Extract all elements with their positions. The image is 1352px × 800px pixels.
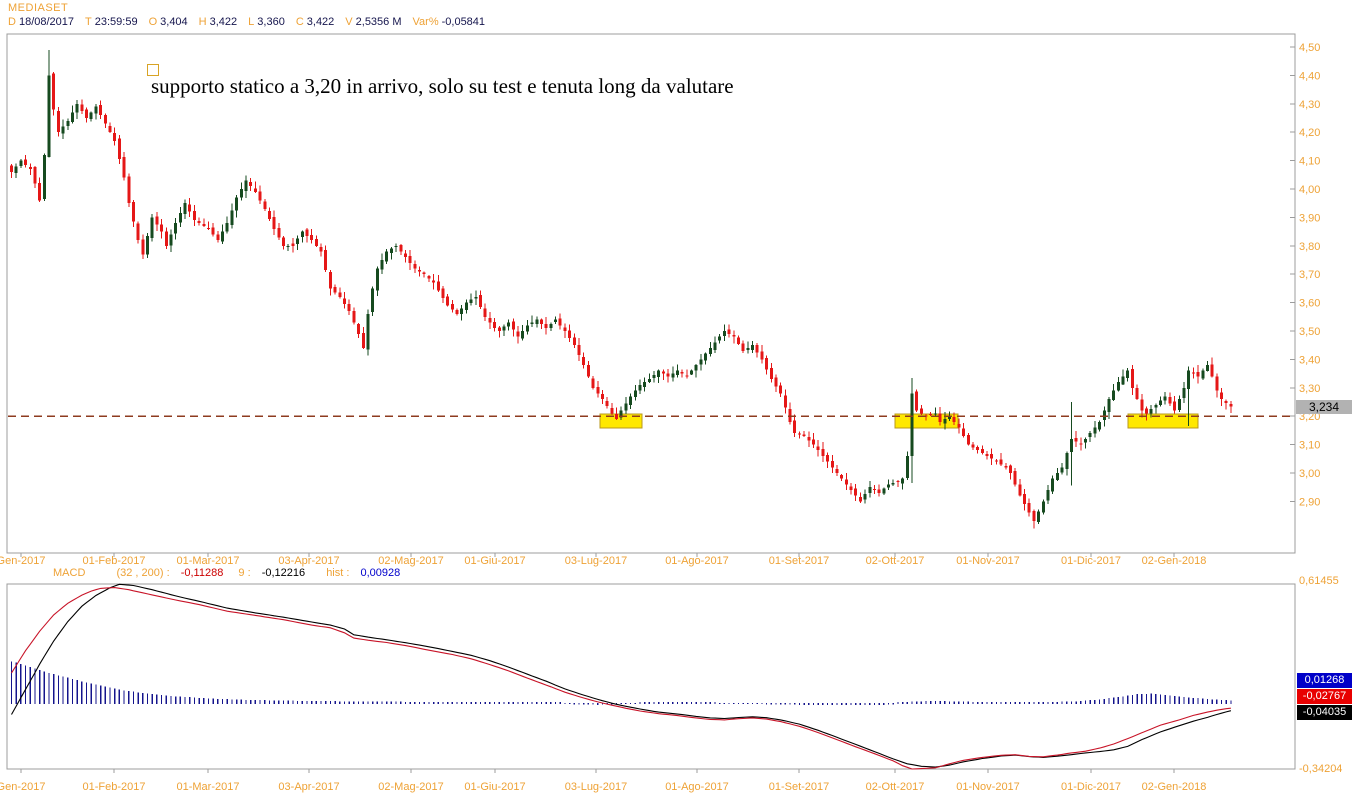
quote-field-label: V xyxy=(345,16,353,28)
macd-params: (32 , 200) : xyxy=(116,567,170,579)
macd-signal-period: 9 : xyxy=(238,567,251,579)
macd-scale-top-label: 0,61455 xyxy=(1299,575,1339,587)
svg-text:01-Nov-2017: 01-Nov-2017 xyxy=(956,781,1020,793)
svg-text:4,20: 4,20 xyxy=(1299,127,1320,139)
panel-frames xyxy=(6,33,1296,770)
svg-text:3,60: 3,60 xyxy=(1299,298,1320,310)
macd-scale-bottom-label: -0,34204 xyxy=(1299,763,1343,775)
svg-text:02-Ott-2017: 02-Ott-2017 xyxy=(866,555,925,567)
candles-layer[interactable] xyxy=(10,49,1233,529)
svg-text:01-Mar-2017: 01-Mar-2017 xyxy=(177,555,240,567)
svg-text:01-Giu-2017: 01-Giu-2017 xyxy=(464,555,525,567)
svg-text:3,00: 3,00 xyxy=(1299,468,1320,480)
svg-text:01-Mar-2017: 01-Mar-2017 xyxy=(177,781,240,793)
svg-text:01-Feb-2017: 01-Feb-2017 xyxy=(83,781,146,793)
macd-value-tags: 0,01268 -0,02767 -0,04035 xyxy=(1297,673,1352,721)
quote-field-value: 3,422 xyxy=(209,16,238,28)
svg-text:3,10: 3,10 xyxy=(1299,440,1320,452)
svg-text:03-Lug-2017: 03-Lug-2017 xyxy=(565,781,627,793)
macd-signal-value: -0,12216 xyxy=(261,567,306,579)
svg-text:02-Gen-2018: 02-Gen-2018 xyxy=(1142,555,1207,567)
svg-text:03-Apr-2017: 03-Apr-2017 xyxy=(278,555,339,567)
svg-text:01-Ago-2017: 01-Ago-2017 xyxy=(665,555,729,567)
svg-text:01-Set-2017: 01-Set-2017 xyxy=(769,555,830,567)
svg-text:3,50: 3,50 xyxy=(1299,326,1320,338)
macd-signal-tag: -0,04035 xyxy=(1297,705,1352,720)
svg-text:01-Set-2017: 01-Set-2017 xyxy=(769,781,830,793)
quote-field-value: 3,422 xyxy=(306,16,335,28)
svg-text:01-Feb-2017: 01-Feb-2017 xyxy=(83,555,146,567)
quote-field-label: L xyxy=(248,16,255,28)
x-axis-labels: Gen-2017 Gen-2017 01-Feb-2017 01-Feb-2017 01… xyxy=(0,553,1206,793)
quote-field-value: 3,404 xyxy=(160,16,188,28)
quote-field-label: H xyxy=(198,16,207,28)
svg-text:4,00: 4,00 xyxy=(1299,184,1320,196)
svg-text:4,40: 4,40 xyxy=(1299,70,1320,82)
svg-text:01-Dic-2017: 01-Dic-2017 xyxy=(1061,555,1121,567)
svg-text:03-Apr-2017: 03-Apr-2017 xyxy=(278,781,339,793)
quote-field-label: C xyxy=(295,16,304,28)
macd-hist-label: hist : xyxy=(326,567,350,579)
svg-text:Gen-2017: Gen-2017 xyxy=(0,781,45,793)
quote-field-value: 3,360 xyxy=(257,16,285,28)
svg-text:2,90: 2,90 xyxy=(1299,496,1320,508)
annotation-text[interactable]: supporto statico a 3,20 in arrivo, solo … xyxy=(151,74,734,98)
svg-text:02-Ott-2017: 02-Ott-2017 xyxy=(866,781,925,793)
macd-histogram xyxy=(10,661,1232,706)
macd-hist-tag: 0,01268 xyxy=(1297,673,1352,688)
macd-value: -0,11288 xyxy=(180,567,224,579)
svg-text:4,30: 4,30 xyxy=(1299,99,1320,111)
symbol-title: MEDIASET xyxy=(8,2,69,14)
svg-text:01-Giu-2017: 01-Giu-2017 xyxy=(464,781,525,793)
annotation-anchor-icon[interactable] xyxy=(147,64,159,76)
svg-text:02-Mag-2017: 02-Mag-2017 xyxy=(378,555,443,567)
svg-text:3,80: 3,80 xyxy=(1299,241,1320,253)
svg-text:02-Gen-2018: 02-Gen-2018 xyxy=(1142,781,1207,793)
svg-text:01-Nov-2017: 01-Nov-2017 xyxy=(956,555,1020,567)
quote-field-value: 18/08/2017 xyxy=(18,16,75,28)
quote-field-label: O xyxy=(148,16,158,28)
macd-macd-tag: -0,02767 xyxy=(1297,689,1352,704)
quote-field-label: T xyxy=(85,16,92,28)
quote-line: D 18/08/2017 T 23:59:59 O 3,404 H 3,422 L 3,360 C 3… xyxy=(8,16,496,28)
svg-text:4,10: 4,10 xyxy=(1299,156,1320,168)
svg-text:3,70: 3,70 xyxy=(1299,269,1320,281)
quote-field-value: 2,5356 M xyxy=(355,16,402,28)
svg-text:01-Dic-2017: 01-Dic-2017 xyxy=(1061,781,1121,793)
quote-field-label: Var% xyxy=(412,16,439,28)
last-price-tag: 3,234 xyxy=(1296,400,1352,414)
price-y-axis-labels: 4,50 4,40 4,30 4,20 4,10 4,00 3,90 3,80 3,70 3,60… xyxy=(1290,42,1320,508)
macd-hist-value: 0,00928 xyxy=(360,567,401,579)
svg-text:02-Mag-2017: 02-Mag-2017 xyxy=(378,781,443,793)
quote-field-label: D xyxy=(8,16,16,28)
svg-text:3,20: 3,20 xyxy=(1299,411,1320,423)
quote-field-value: 23:59:59 xyxy=(94,16,138,28)
svg-text:4,50: 4,50 xyxy=(1299,42,1320,54)
macd-legend: MACD (32 , 200) : -0,11288 9 : -0,12216 … xyxy=(53,567,400,579)
svg-text:3,30: 3,30 xyxy=(1299,383,1320,395)
quote-field-value: -0,05841 xyxy=(441,16,486,28)
svg-text:3,40: 3,40 xyxy=(1299,354,1320,366)
svg-text:3,90: 3,90 xyxy=(1299,212,1320,224)
svg-text:01-Ago-2017: 01-Ago-2017 xyxy=(665,781,729,793)
macd-indicator-name: MACD xyxy=(53,567,86,579)
macd-lines xyxy=(11,583,1232,770)
svg-text:Gen-2017: Gen-2017 xyxy=(0,555,45,567)
svg-text:03-Lug-2017: 03-Lug-2017 xyxy=(565,555,627,567)
